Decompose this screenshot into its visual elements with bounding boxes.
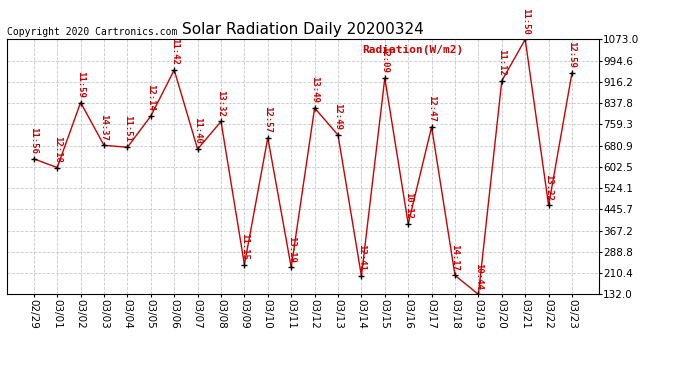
Text: 12:18: 12:18 [52,136,61,163]
Text: 12:41: 12:41 [357,244,366,271]
Text: 13:32: 13:32 [217,90,226,117]
Text: 10:44: 10:44 [474,262,483,290]
Title: Solar Radiation Daily 20200324: Solar Radiation Daily 20200324 [182,22,424,37]
Text: 11:51: 11:51 [123,116,132,142]
Text: 11:56: 11:56 [29,127,39,154]
Text: Radiation(W/m2): Radiation(W/m2) [362,45,464,54]
Text: 11:59: 11:59 [76,71,85,98]
Text: 12:09: 12:09 [380,46,389,73]
Text: 14:17: 14:17 [451,244,460,270]
Text: 11:50: 11:50 [521,8,530,34]
Text: 12:49: 12:49 [333,103,342,130]
Text: 12:59: 12:59 [567,41,577,68]
Text: 13:49: 13:49 [310,76,319,103]
Text: 11:15: 11:15 [240,233,249,260]
Text: 14:37: 14:37 [99,114,108,141]
Text: 12:14: 12:14 [146,84,155,111]
Text: 13:19: 13:19 [287,236,296,262]
Text: 10:12: 10:12 [404,192,413,219]
Text: 11:40: 11:40 [193,117,202,144]
Text: 13:22: 13:22 [544,174,553,201]
Text: 12:47: 12:47 [427,95,436,122]
Text: 11:12: 11:12 [497,49,506,76]
Text: Copyright 2020 Cartronics.com: Copyright 2020 Cartronics.com [7,27,177,37]
Text: 11:42: 11:42 [170,38,179,65]
Text: 12:57: 12:57 [264,106,273,133]
